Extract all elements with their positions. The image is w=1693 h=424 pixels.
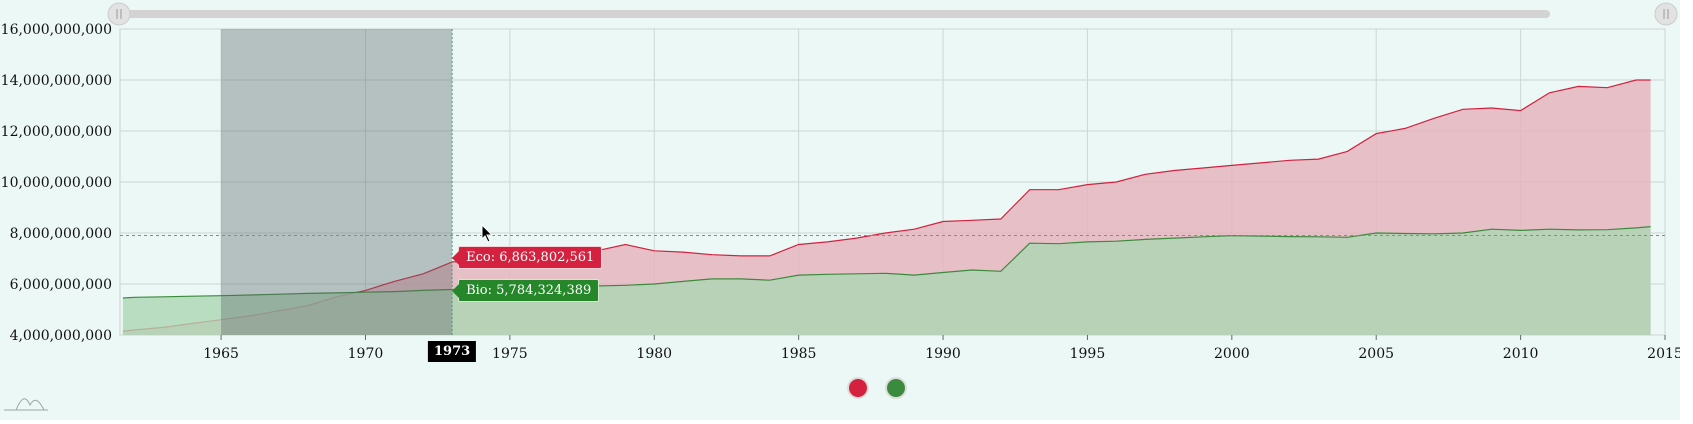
range-slider-right-handle[interactable] — [1654, 2, 1678, 26]
y-tick-label: 12,000,000,000 — [1, 124, 112, 140]
cursor-year-label: 1973 — [428, 341, 477, 362]
tooltip-arrow — [452, 250, 460, 265]
legend-eco-toggle[interactable] — [846, 377, 869, 399]
x-tick-label: 1970 — [348, 346, 384, 362]
overlay-layer — [120, 29, 1665, 335]
selection-brush — [221, 29, 453, 335]
x-tick-label: 1980 — [636, 346, 672, 362]
y-tick-label: 4,000,000,000 — [10, 328, 112, 344]
legend-bio-toggle[interactable] — [884, 377, 907, 399]
x-tick-label: 1975 — [492, 346, 528, 362]
bio-tooltip-label: Bio: 5,784,324,389 — [466, 283, 592, 298]
eco-line — [122, 79, 1651, 332]
mini-chart-icon[interactable] — [4, 398, 48, 411]
series-layer — [122, 79, 1651, 335]
y-tick-label: 6,000,000,000 — [10, 277, 112, 293]
x-tick-label: 2005 — [1358, 346, 1394, 362]
x-tick-label: 1995 — [1070, 346, 1106, 362]
eco-tooltip-label: Eco: 6,863,802,561 — [466, 250, 595, 265]
x-tick-label: 2010 — [1503, 346, 1539, 362]
x-tick-label: 1985 — [781, 346, 817, 362]
bio-line — [122, 226, 1651, 299]
x-tick-label: 1990 — [925, 346, 961, 362]
eco-tooltip: Eco: 6,863,802,561 — [452, 246, 603, 269]
bio-area — [122, 226, 1651, 335]
y-tick-label: 8,000,000,000 — [10, 226, 112, 242]
range-slider-left-handle[interactable] — [107, 2, 131, 26]
y-tick-label: 10,000,000,000 — [1, 175, 112, 191]
y-tick-label: 16,000,000,000 — [1, 22, 112, 38]
axes: 4,000,000,000 6,000,000,000 8,000,000,000 1… — [1, 22, 1680, 362]
mouse-cursor-icon — [481, 224, 494, 243]
x-tick-label: 2000 — [1214, 346, 1250, 362]
bio-tooltip: Bio: 5,784,324,389 — [452, 279, 600, 302]
tooltip-arrow — [452, 283, 460, 298]
x-tick-label: 2015 — [1647, 346, 1680, 362]
x-tick-label: 1965 — [203, 346, 239, 362]
range-slider-track[interactable] — [110, 10, 1550, 18]
y-tick-label: 14,000,000,000 — [1, 73, 112, 89]
